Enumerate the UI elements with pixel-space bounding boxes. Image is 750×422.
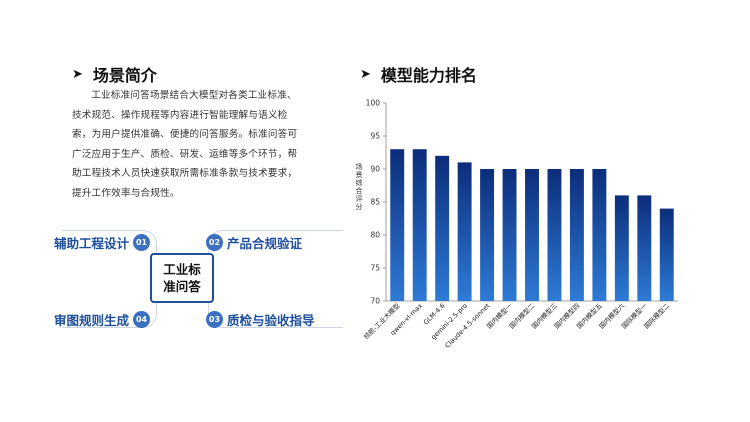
y-tick-label: 85 xyxy=(370,198,380,207)
y-tick-label: 95 xyxy=(370,132,380,141)
connector-line-top-left xyxy=(62,230,157,254)
connector-line-bottom-left xyxy=(62,302,157,328)
bar-11 xyxy=(614,195,629,301)
model-ranking-chart: 70 75 80 85 90 95 100 领航-工业大模型 qwen-vl-max GLM-4.… xyxy=(352,92,682,357)
feature-label: 辅助工程设计 xyxy=(54,236,130,251)
feature-label: 审图规则生成 xyxy=(54,313,130,328)
bar-6 xyxy=(502,169,517,301)
feature-product-compliance: 02 产品合规验证 xyxy=(206,233,302,252)
bar-3 xyxy=(435,155,450,301)
feature-label: 产品合规验证 xyxy=(227,236,303,251)
y-tick-label: 100 xyxy=(366,99,381,108)
bar-1 xyxy=(390,149,405,301)
bar-12 xyxy=(637,195,652,301)
bar-7 xyxy=(525,169,539,301)
feature-quality-inspection: 03 质检与验收指导 xyxy=(206,310,315,329)
bar-2 xyxy=(412,149,427,301)
bar-10 xyxy=(592,169,607,301)
y-tick-label: 90 xyxy=(370,165,380,174)
number-badge: 04 xyxy=(133,311,151,328)
bar-chart-svg: 707580859095100领航-工业大模型qwen-vl-maxGLM-4.… xyxy=(361,99,678,350)
y-tick-label: 75 xyxy=(370,264,380,273)
number-badge: 02 xyxy=(206,234,223,251)
chart-y-axis-label: 场景综合评分 xyxy=(355,163,363,211)
model-ranking-heading: ➤ 模型能力排名 xyxy=(360,62,477,86)
feature-drawing-review-rules: 审图规则生成 04 xyxy=(54,310,151,329)
bar-8 xyxy=(547,169,562,301)
scene-intro-heading: ➤ 场景简介 xyxy=(72,62,157,86)
arrow-bullet-icon: ➤ xyxy=(72,66,83,82)
bar-13 xyxy=(659,208,674,301)
number-badge: 01 xyxy=(133,234,151,251)
feature-assist-engineering-design: 辅助工程设计 01 xyxy=(54,233,151,252)
bar-4 xyxy=(457,162,472,301)
scene-description: 工业标准问答场景结合大模型对各类工业标准、技术规范、操作规程等内容进行智能理解与… xyxy=(72,90,298,199)
bar-5 xyxy=(480,169,495,301)
y-tick-label: 80 xyxy=(370,231,380,240)
scene-intro-title: 场景简介 xyxy=(92,66,157,85)
hub-industrial-standard-qa: 工业标准问答 xyxy=(150,253,214,303)
number-badge: 03 xyxy=(206,311,223,328)
bar-9 xyxy=(569,169,584,301)
y-tick-label: 70 xyxy=(370,297,380,306)
feature-label: 质检与验收指导 xyxy=(227,313,315,328)
arrow-bullet-icon: ➤ xyxy=(360,66,371,82)
model-ranking-title: 模型能力排名 xyxy=(380,66,477,85)
